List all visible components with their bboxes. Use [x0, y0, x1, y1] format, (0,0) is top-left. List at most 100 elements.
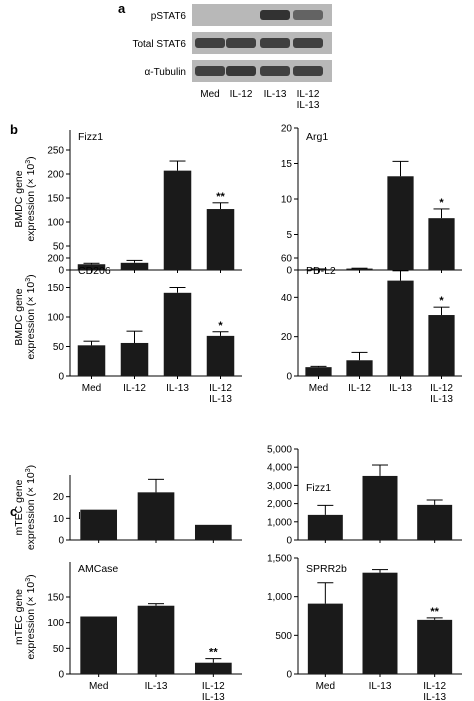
- bar: [163, 170, 192, 270]
- y-axis-label: expression (× 103): [25, 465, 37, 550]
- blot-row-label: α-Tubulin: [144, 67, 186, 78]
- blot-band: [195, 38, 225, 48]
- x-tick-label: Med: [309, 383, 328, 394]
- chart-b-arg1: 0 5 10 15 20 Arg1 *: [281, 124, 462, 277]
- blot-band: [293, 38, 323, 48]
- bar: [417, 619, 453, 674]
- chart-title: SPRR2b: [306, 563, 347, 575]
- y-tick-label: 1,000: [267, 517, 292, 528]
- y-axis-label-part: ): [25, 465, 37, 469]
- blot-lane-label: IL-13: [297, 100, 320, 111]
- panel-letter-b: b: [10, 122, 18, 137]
- y-tick-label: 10: [53, 514, 65, 525]
- y-tick-label: 20: [53, 492, 65, 503]
- y-tick-label: 0: [286, 372, 292, 383]
- bar: [194, 524, 232, 540]
- blot-lane-label: IL-12: [297, 89, 320, 100]
- x-tick-label: IL-13: [369, 681, 392, 692]
- y-tick-label: 150: [47, 283, 64, 294]
- y-axis-label-part: 3: [25, 468, 32, 472]
- significance-label: **: [430, 606, 439, 618]
- bar: [163, 292, 192, 376]
- y-axis-label-part: ): [25, 574, 37, 578]
- panel-letter-a: a: [118, 1, 126, 16]
- bar: [80, 509, 118, 540]
- bar: [77, 345, 106, 376]
- x-tick-label: IL-13: [209, 394, 232, 405]
- blot-lane-label: IL-13: [264, 89, 287, 100]
- chart-b-fizz1: 0 50 100 150 200 250 Fizz1 ** BMDC gene expressio…: [13, 130, 242, 277]
- x-tick-label: Med: [316, 681, 335, 692]
- y-tick-label: 200: [47, 254, 64, 265]
- bar: [206, 209, 235, 270]
- bar: [362, 572, 398, 674]
- chart-c-fizz1: 0 1,000 2,000 3,000 4,000 5,000 Fizz1: [267, 445, 462, 547]
- bar: [120, 262, 149, 270]
- y-axis-label-part: 3: [25, 578, 32, 582]
- bar: [307, 514, 343, 540]
- bar: [307, 603, 343, 674]
- x-tick-label: IL-13: [145, 681, 168, 692]
- significance-label: *: [439, 197, 444, 209]
- y-tick-label: 0: [286, 266, 292, 277]
- x-tick-label: Med: [82, 383, 101, 394]
- y-tick-label: 40: [281, 293, 293, 304]
- blot-band: [293, 66, 323, 76]
- significance-label: **: [216, 191, 225, 203]
- y-axis-label-part: expression (× 10: [25, 582, 37, 660]
- blot-lane-label: IL-12: [230, 89, 253, 100]
- bar: [428, 315, 455, 376]
- x-tick-label: Med: [89, 681, 108, 692]
- y-tick-label: 4,000: [267, 463, 292, 474]
- blot-band: [226, 66, 256, 76]
- x-tick-label: IL-12: [209, 383, 232, 394]
- y-tick-label: 100: [47, 618, 64, 629]
- y-tick-label: 200: [47, 170, 64, 181]
- x-tick-label: IL-12: [202, 681, 225, 692]
- significance-label: *: [218, 320, 223, 332]
- y-tick-label: 500: [275, 631, 292, 642]
- blot-lane-label: Med: [200, 89, 219, 100]
- y-tick-label: 100: [47, 218, 64, 229]
- y-tick-label: 0: [58, 670, 64, 681]
- significance-label: **: [209, 647, 218, 659]
- y-tick-label: 2,000: [267, 499, 292, 510]
- bar: [362, 475, 398, 540]
- y-axis-label: mTEC gene: [13, 589, 25, 645]
- y-axis-label: expression (× 103): [25, 274, 37, 359]
- blot-band: [195, 66, 225, 76]
- bar: [417, 504, 453, 540]
- chart-title: Fizz1: [306, 482, 331, 494]
- y-tick-label: 60: [281, 254, 293, 265]
- x-tick-label: IL-13: [202, 692, 225, 701]
- y-tick-label: 0: [286, 670, 292, 681]
- y-tick-label: 1,500: [267, 554, 292, 565]
- y-tick-label: 0: [58, 536, 64, 547]
- y-tick-label: 100: [47, 313, 64, 324]
- x-tick-label: IL-12: [430, 383, 453, 394]
- bar: [194, 662, 232, 674]
- significance-label: *: [439, 295, 444, 307]
- y-tick-label: 1,000: [267, 592, 292, 603]
- bar: [428, 218, 455, 270]
- y-tick-label: 20: [281, 332, 293, 343]
- blot-row-label: Total STAT6: [132, 39, 186, 50]
- y-tick-label: 150: [47, 194, 64, 205]
- y-axis-label-part: 3: [25, 278, 32, 282]
- bar: [206, 335, 235, 376]
- x-tick-label: IL-12: [123, 383, 146, 394]
- y-tick-label: 50: [53, 242, 65, 253]
- y-axis-label: BMDC gene: [13, 170, 25, 227]
- bar: [346, 360, 373, 376]
- x-tick-label: IL-13: [423, 692, 446, 701]
- blot-band: [293, 10, 323, 20]
- y-axis-label-part: ): [25, 156, 37, 160]
- chart-title: CD206: [78, 265, 111, 277]
- y-axis-label-part: ): [25, 274, 37, 278]
